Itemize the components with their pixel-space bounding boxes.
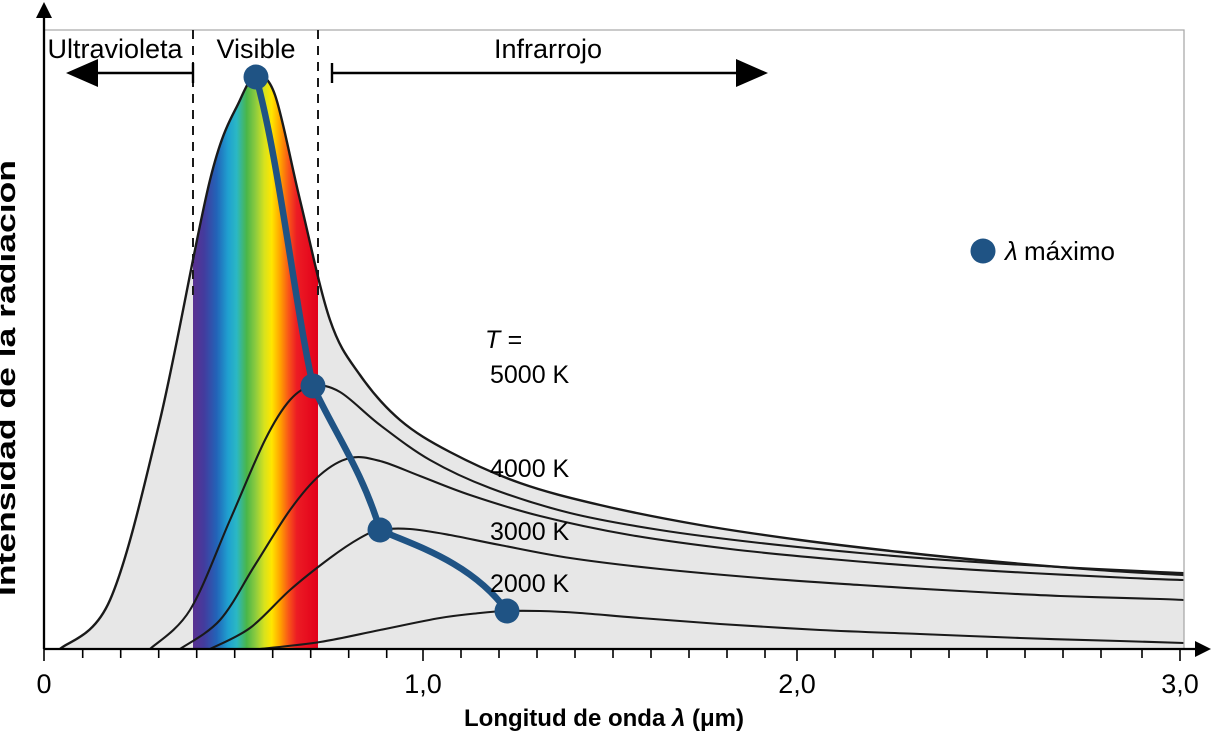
svg-text:máximo: máximo xyxy=(1024,236,1115,266)
svg-text:2,0: 2,0 xyxy=(778,669,816,699)
svg-text:3000 K: 3000 K xyxy=(490,518,570,546)
svg-text:Ultravioleta: Ultravioleta xyxy=(47,34,183,64)
svg-text:Longitud de onda λ (μm): Longitud de onda λ (μm) xyxy=(464,705,744,732)
svg-text:Visible: Visible xyxy=(216,34,295,64)
svg-text:4000 K: 4000 K xyxy=(490,455,570,483)
svg-text:Intensidad de la radiación: Intensidad de la radiación xyxy=(0,160,21,596)
svg-text:λ: λ xyxy=(1003,236,1018,266)
svg-text:T =: T = xyxy=(485,326,522,354)
svg-text:Infrarrojo: Infrarrojo xyxy=(494,34,602,64)
svg-text:5000 K: 5000 K xyxy=(490,361,570,389)
svg-text:0: 0 xyxy=(36,669,51,699)
svg-text:3,0: 3,0 xyxy=(1161,669,1199,699)
svg-text:1,0: 1,0 xyxy=(404,669,442,699)
svg-text:2000 K: 2000 K xyxy=(490,570,570,598)
